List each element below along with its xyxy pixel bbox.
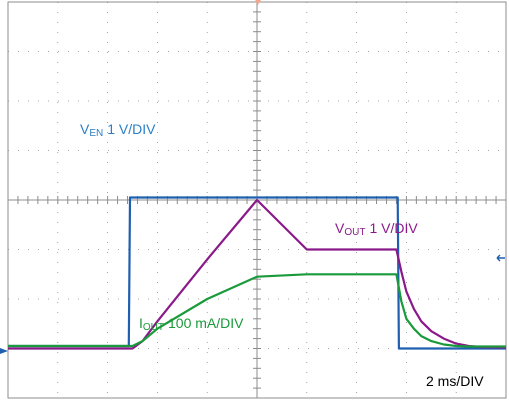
trace-labels: VEN 1 V/DIV VOUT 1 V/DIV IOUT 100 mA/DIV 2 … (80, 121, 484, 389)
series-label-iout-scale: 100 mA/DIV (168, 315, 244, 331)
trace-vout (8, 198, 507, 350)
series-label-ven-sub: EN (89, 128, 103, 139)
series-label-vout: VOUT 1 V/DIV (335, 220, 418, 238)
series-label-vout-main: V (335, 220, 345, 236)
traces (8, 196, 507, 350)
trace-ven (8, 196, 506, 350)
series-label-ven-scale: 1 V/DIV (107, 121, 156, 137)
timebase-label: 2 ms/DIV (426, 373, 484, 389)
graticule (7, 1, 507, 399)
trigger-level-arrow-icon (496, 254, 505, 262)
series-label-ven: VEN 1 V/DIV (80, 121, 156, 139)
series-label-vout-scale: 1 V/DIV (369, 220, 418, 236)
trigger-marker-icon (255, 0, 261, 5)
markers (0, 0, 505, 354)
series-label-iout-sub: OUT (143, 322, 164, 333)
series-label-ven-main: V (80, 121, 90, 137)
series-label-vout-sub: OUT (344, 227, 365, 238)
series-label-iout: IOUT 100 mA/DIV (139, 315, 244, 333)
ground-marker-icon (0, 348, 8, 354)
series-label-iout-main: I (139, 315, 143, 331)
trace-iout (8, 273, 506, 348)
